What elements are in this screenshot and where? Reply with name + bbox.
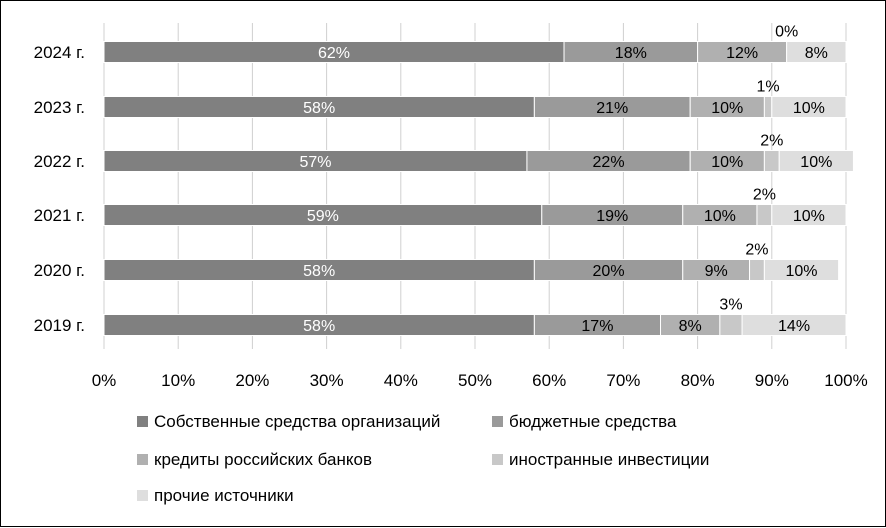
- x-tick-label: 100%: [824, 371, 867, 390]
- data-label: 9%: [705, 263, 728, 280]
- data-label: 57%: [299, 154, 331, 171]
- data-label: 10%: [800, 154, 832, 171]
- bar-segment: [771, 204, 847, 226]
- data-label: 62%: [318, 45, 350, 62]
- y-tick-label: 2020 г.: [34, 261, 85, 280]
- data-label: 19%: [596, 208, 628, 225]
- x-tick-label: 50%: [458, 371, 492, 390]
- legend-swatch: [492, 454, 503, 465]
- data-label: 10%: [711, 100, 743, 117]
- y-tick-label: 2022 г.: [34, 152, 85, 171]
- data-label: 1%: [757, 79, 780, 96]
- legend-label: бюджетные средства: [509, 412, 677, 431]
- data-label: 22%: [593, 154, 625, 171]
- data-label: 58%: [303, 318, 335, 335]
- data-label: 2%: [760, 133, 783, 150]
- bar-segment: [763, 96, 773, 118]
- data-label: 10%: [793, 208, 825, 225]
- legend-swatch: [492, 416, 503, 427]
- data-label: 20%: [593, 263, 625, 280]
- bar-segment: [756, 204, 773, 226]
- legend-label: иностранные инвестиции: [509, 450, 709, 469]
- bar-segment: [741, 314, 847, 336]
- bar-segment: [763, 259, 840, 281]
- data-label: 59%: [307, 208, 339, 225]
- data-label: 14%: [778, 318, 810, 335]
- y-tick-label: 2024 г.: [34, 43, 85, 62]
- y-tick-label: 2019 г.: [34, 316, 85, 335]
- data-label: 10%: [704, 208, 736, 225]
- x-tick-label: 0%: [92, 371, 117, 390]
- legend-swatch: [137, 454, 148, 465]
- bar-segment: [763, 150, 780, 172]
- data-label: 10%: [711, 154, 743, 171]
- data-label: 2%: [753, 187, 776, 204]
- legend-label: кредиты российских банков: [154, 450, 372, 469]
- legend-label: прочие источники: [154, 486, 294, 505]
- legend-swatch: [137, 416, 148, 427]
- data-label: 8%: [805, 45, 828, 62]
- y-tick-label: 2023 г.: [34, 98, 85, 117]
- data-label: 2%: [745, 242, 768, 259]
- x-tick-label: 40%: [384, 371, 418, 390]
- x-tick-label: 20%: [235, 371, 269, 390]
- data-label: 10%: [785, 263, 817, 280]
- data-label: 17%: [581, 318, 613, 335]
- data-label: 3%: [719, 297, 742, 314]
- x-tick-label: 90%: [755, 371, 789, 390]
- x-tick-label: 80%: [681, 371, 715, 390]
- x-tick-label: 70%: [606, 371, 640, 390]
- data-label: 58%: [303, 263, 335, 280]
- data-label: 8%: [679, 318, 702, 335]
- data-label: 10%: [793, 100, 825, 117]
- legend-label: Собственные средства организаций: [154, 412, 440, 431]
- data-label: 12%: [726, 45, 758, 62]
- data-label: 0%: [775, 24, 798, 41]
- bar-segment: [749, 259, 765, 281]
- data-label: 18%: [615, 45, 647, 62]
- legend-swatch: [137, 490, 148, 501]
- bar-segment: [786, 41, 847, 63]
- data-label: 21%: [596, 100, 628, 117]
- y-tick-label: 2021 г.: [34, 206, 85, 225]
- bar-segment: [771, 96, 847, 118]
- bar-segment: [719, 314, 743, 336]
- data-label: 58%: [303, 100, 335, 117]
- x-tick-label: 60%: [532, 371, 566, 390]
- x-tick-label: 10%: [161, 371, 195, 390]
- bar-segment: [778, 150, 854, 172]
- x-tick-label: 30%: [310, 371, 344, 390]
